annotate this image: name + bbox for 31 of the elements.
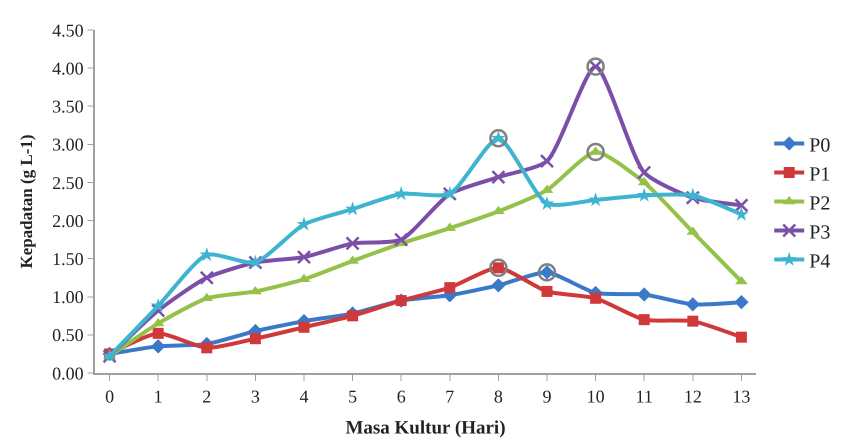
y-tick-label: 0.00 (52, 363, 84, 384)
y-tick-label: 1.50 (52, 248, 84, 269)
x-tick-label: 13 (732, 386, 750, 406)
x-tick-label: 11 (636, 386, 653, 406)
y-tick-label: 2.00 (52, 210, 84, 231)
legend-label: P2 (809, 192, 830, 214)
x-axis-title: Masa Kultur (Hari) (345, 418, 506, 439)
x-tick-label: 10 (586, 386, 605, 406)
x-tick-label: 4 (299, 386, 308, 406)
y-tick-label: 0.50 (52, 325, 84, 346)
y-tick-label: 4.00 (52, 58, 84, 78)
x-tick-label: 0 (105, 386, 114, 406)
x-tick-label: 12 (684, 386, 702, 406)
x-tick-label: 8 (494, 386, 503, 406)
x-tick-label: 5 (348, 386, 358, 406)
legend-label: P0 (809, 134, 830, 156)
legend-label: P1 (809, 163, 830, 186)
x-tick-label: 1 (154, 386, 163, 406)
x-tick-label: 7 (445, 386, 454, 406)
y-axis-title: Kepadatan (g L-1) (17, 134, 36, 269)
y-tick-label: 4.50 (52, 20, 84, 40)
y-tick-label: 1.00 (52, 287, 84, 308)
x-tick-label: 3 (250, 386, 260, 406)
legend-label: P4 (809, 250, 830, 272)
x-tick-label: 6 (396, 386, 406, 406)
x-tick-label: 9 (542, 386, 552, 406)
y-tick-label: 2.50 (52, 172, 84, 193)
legend-label: P3 (809, 221, 830, 244)
y-tick-label: 3.00 (52, 134, 84, 155)
x-tick-label: 2 (202, 386, 212, 406)
y-tick-label: 3.50 (52, 96, 84, 117)
